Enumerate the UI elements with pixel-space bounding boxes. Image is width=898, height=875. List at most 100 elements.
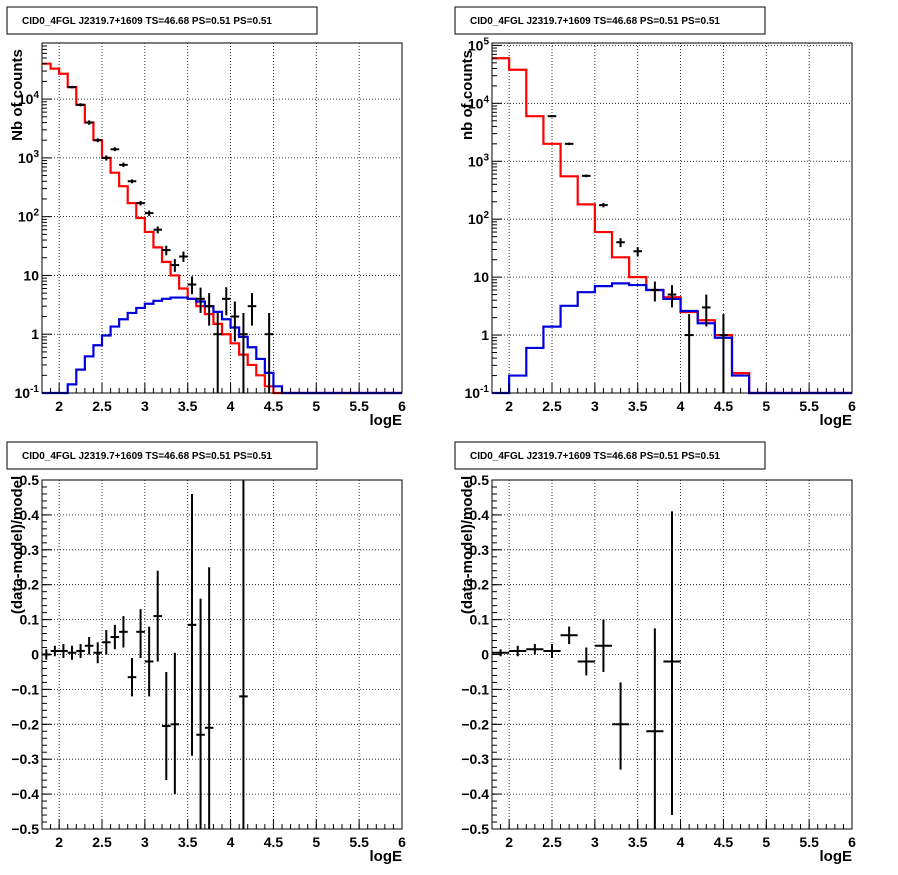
y-tick-label: 104 xyxy=(18,90,40,107)
data-point xyxy=(213,312,222,393)
data-point xyxy=(599,203,608,208)
chart-title: CID0_4FGL J2319.7+1609 TS=46.68 PS=0.51 … xyxy=(470,451,720,462)
y-tick-label: −0.2 xyxy=(11,716,39,732)
data-point xyxy=(492,649,510,657)
x-tick-label: 2 xyxy=(55,834,63,850)
x-tick-label: 5 xyxy=(762,834,770,850)
x-tick-label: 6 xyxy=(848,398,856,414)
data-point xyxy=(543,644,561,658)
data-point xyxy=(110,624,120,650)
y-tick-label: 1 xyxy=(481,327,489,343)
data-point xyxy=(582,174,591,178)
x-tick-label: 5.5 xyxy=(799,834,819,850)
data-point xyxy=(110,147,120,152)
data-point xyxy=(719,314,728,393)
y-tick-label: −0.1 xyxy=(461,681,489,697)
data-point xyxy=(187,276,197,295)
chart-title: CID0_4FGL J2319.7+1609 TS=46.68 PS=0.51 … xyxy=(470,16,720,27)
y-tick-label: 0.2 xyxy=(20,577,40,593)
series-line-red xyxy=(42,62,402,395)
data-point xyxy=(76,644,85,658)
x-tick-label: 2.5 xyxy=(542,398,562,414)
y-tick-label: 0.5 xyxy=(470,472,490,488)
x-tick-label: 2 xyxy=(505,398,513,414)
data-point xyxy=(144,626,154,697)
x-tick-label: 3.5 xyxy=(628,398,648,414)
data-point xyxy=(230,301,240,342)
y-tick-label: 0.3 xyxy=(470,542,490,558)
x-tick-label: 3.5 xyxy=(178,834,198,850)
x-tick-label: 6 xyxy=(398,834,406,850)
data-point xyxy=(526,644,544,655)
panel-1: CID0_4FGL J2319.7+1609 TS=46.68 PS=0.51 … xyxy=(6,6,406,429)
data-point xyxy=(162,671,171,781)
data-point xyxy=(153,226,162,234)
x-tick-label: 2.5 xyxy=(92,834,112,850)
x-tick-label: 4 xyxy=(227,834,235,850)
data-point xyxy=(93,138,102,143)
data-point xyxy=(702,294,711,327)
x-axis-title: logE xyxy=(370,848,403,865)
x-tick-label: 4.5 xyxy=(714,834,734,850)
title-box xyxy=(454,6,766,35)
y-tick-label: 103 xyxy=(468,152,490,169)
x-tick-label: 4 xyxy=(677,398,685,414)
data-point xyxy=(127,657,137,697)
data-point xyxy=(633,247,642,257)
data-point xyxy=(594,619,612,672)
x-tick-label: 3.5 xyxy=(178,398,198,414)
y-axis-title: (data-model)/model xyxy=(9,476,26,614)
y-tick-label: 103 xyxy=(18,149,40,166)
data-point xyxy=(76,103,85,107)
y-tick-label: 0.4 xyxy=(470,507,490,523)
data-point xyxy=(67,645,77,660)
y-tick-label: 0 xyxy=(31,647,39,663)
x-tick-label: 4.5 xyxy=(264,834,284,850)
data-point xyxy=(547,115,557,118)
data-point xyxy=(196,598,205,829)
y-tick-label: −0.3 xyxy=(11,751,39,767)
x-axis-title: logE xyxy=(820,412,853,429)
data-point xyxy=(187,493,197,756)
data-point xyxy=(59,644,68,658)
data-point xyxy=(204,293,214,326)
data-point xyxy=(667,285,677,308)
data-point xyxy=(577,647,595,676)
y-tick-label: 0.1 xyxy=(470,612,490,628)
x-tick-label: 4.5 xyxy=(264,398,284,414)
y-tick-label: 0.5 xyxy=(20,472,40,488)
y-tick-label: 10 xyxy=(23,267,39,283)
x-tick-label: 5 xyxy=(312,834,320,850)
data-point xyxy=(84,120,94,125)
data-point xyxy=(127,179,137,184)
y-tick-label: 0.2 xyxy=(470,577,490,593)
data-point xyxy=(239,312,248,393)
data-point xyxy=(119,616,128,648)
y-tick-label: 1 xyxy=(31,326,39,342)
panel-2: CID0_4FGL J2319.7+1609 TS=46.68 PS=0.51 … xyxy=(454,6,856,429)
plot-frame xyxy=(41,42,403,394)
x-tick-label: 2 xyxy=(505,834,513,850)
title-box xyxy=(6,441,318,470)
data-point xyxy=(102,630,111,655)
y-tick-label: −0.4 xyxy=(461,786,489,802)
x-tick-label: 5 xyxy=(762,398,770,414)
y-tick-label: 10-1 xyxy=(15,384,40,401)
data-point xyxy=(136,609,145,658)
panel-3: CID0_4FGL J2319.7+1609 TS=46.68 PS=0.51 … xyxy=(6,441,406,865)
data-point xyxy=(196,287,205,313)
y-tick-label: 102 xyxy=(468,210,490,227)
data-point xyxy=(239,480,248,829)
data-point xyxy=(170,652,180,795)
data-point xyxy=(204,567,214,829)
data-point xyxy=(136,200,145,206)
series-line-red xyxy=(492,57,852,395)
x-tick-label: 4 xyxy=(227,398,235,414)
x-tick-label: 5.5 xyxy=(799,398,819,414)
data-point xyxy=(612,682,630,770)
data-point xyxy=(102,155,111,161)
data-point xyxy=(646,628,664,829)
data-point xyxy=(247,293,257,326)
data-point xyxy=(222,287,231,316)
y-tick-label: 10-1 xyxy=(465,384,490,401)
